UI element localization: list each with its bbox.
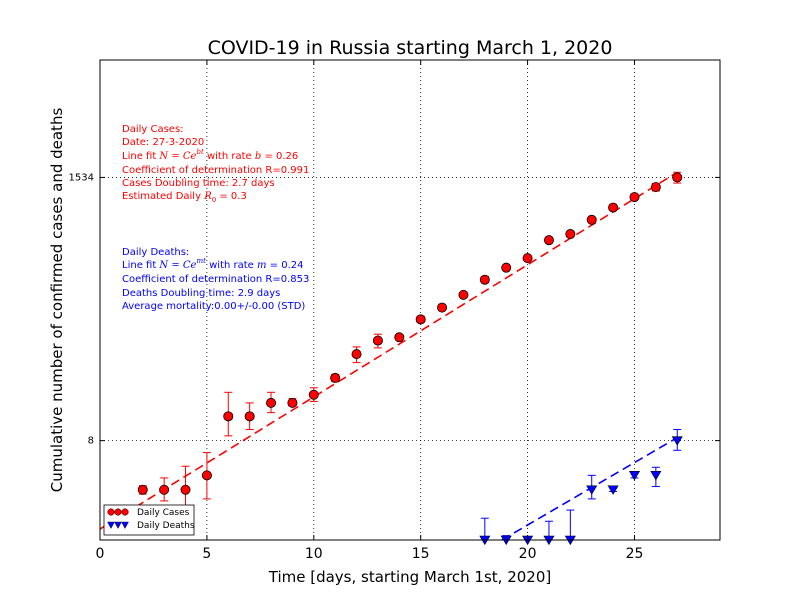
deaths-point [671, 436, 683, 446]
cases-annotation-part: 0 [212, 196, 216, 204]
legend-deaths-marker [114, 521, 122, 529]
cases-point [180, 484, 191, 495]
cases-point [223, 411, 234, 422]
cases-annotation-line: Estimated Daily R0 = 0.3 [122, 191, 247, 204]
x-tick-label: 15 [412, 546, 430, 562]
deaths-annotation-line: Average mortality:0.00+/-0.00 (STD) [122, 301, 305, 312]
chart-title: COVID-19 in Russia starting March 1, 202… [208, 37, 613, 59]
cases-point [287, 397, 298, 408]
legend-deaths-marker [121, 521, 129, 529]
cases-annotation-line: Cases Doubling time: 2.7 days [122, 178, 275, 189]
deaths-annotation-part: mt [196, 257, 206, 265]
y-axis-label: Cumulative number of confirmed cases and… [48, 108, 66, 493]
legend-cases-label: Daily Cases [137, 508, 190, 518]
cases-point [672, 172, 683, 183]
deaths-annotation-line: Line fit N = Cemt with rate m = 0.24 [122, 257, 304, 271]
deaths-annotation-line: Coefficient of determination R=0.853 [122, 274, 309, 285]
deaths-point [650, 471, 662, 481]
cases-point [565, 229, 576, 240]
cases-annotation-line: Daily Cases: [122, 124, 184, 135]
legend-deaths-marker [107, 521, 115, 529]
deaths-error-bar [566, 509, 575, 541]
x-tick-label: 25 [626, 546, 644, 562]
cases-point [458, 289, 469, 300]
cases-point [479, 274, 490, 285]
x-axis-label: Time [days, starting March 1st, 2020] [268, 568, 551, 586]
x-tick-label: 10 [305, 546, 323, 562]
legend-deaths-label: Daily Deaths [137, 521, 195, 531]
cases-point [522, 253, 533, 264]
grid-lines [100, 60, 720, 540]
legend: Daily Cases Daily Deaths [103, 504, 195, 536]
error-bars [138, 171, 682, 541]
legend-cases-marker [114, 508, 122, 516]
cases-annotation-part: b [255, 151, 261, 162]
y-tick-label: 1534 [69, 172, 94, 183]
y-tick-label: 8 [88, 436, 94, 447]
cases-point [437, 302, 448, 313]
deaths-point [607, 485, 619, 495]
x-tick-label: 0 [96, 546, 105, 562]
cases-annotation-line: Coefficient of determination R=0.991 [122, 165, 309, 176]
cases-point [543, 235, 554, 246]
cases-point [351, 349, 362, 360]
axis-ticks: 0 5 10 15 20 25 8 1534 [69, 60, 720, 562]
cases-annotation-part: with rate [204, 151, 255, 162]
cases-annotation-part: N = Ce [158, 151, 196, 162]
deaths-point [586, 485, 598, 495]
cases-point [586, 214, 597, 225]
cases-annotation-part: = 0.3 [216, 191, 247, 202]
cases-point [501, 262, 512, 273]
cases-point [415, 314, 426, 325]
cases-point [372, 335, 383, 346]
deaths-annotation-line: Daily Deaths: [122, 247, 189, 258]
x-tick-label: 20 [519, 546, 537, 562]
deaths-annotation-part: with rate [206, 260, 257, 271]
cases-point [629, 192, 640, 203]
cases-annotation-part: = 0.26 [261, 151, 298, 162]
cases-point [650, 182, 661, 193]
deaths-annotation-part: N = Ce [158, 260, 196, 271]
cases-point [159, 484, 170, 495]
cases-annotation-part: bt [196, 148, 203, 156]
x-tick-label: 5 [202, 546, 211, 562]
cases-annotation-line: Line fit N = Cebt with rate b = 0.26 [122, 148, 298, 162]
cases-annotation-part: Line fit [122, 151, 159, 162]
deaths-annotation-line: Deaths Doubling time: 2.9 days [122, 288, 280, 299]
cases-annotation-part: R [203, 191, 212, 202]
cases-point [608, 202, 619, 213]
cases-point [266, 397, 277, 408]
data-points [137, 172, 683, 546]
deaths-annotation-part: Line fit [122, 260, 159, 271]
cases-point [137, 484, 148, 495]
deaths-annotation-part: = 0.24 [267, 260, 304, 271]
cases-annotation-part: Estimated Daily [122, 191, 204, 202]
cases-point [244, 411, 255, 422]
cases-point [308, 389, 319, 400]
legend-cases-marker [107, 508, 115, 516]
cases-point [201, 470, 212, 481]
cases-point [330, 372, 341, 383]
legend-cases-marker [121, 508, 129, 516]
plot-frame [99, 59, 721, 541]
cases-fit-line [99, 171, 678, 530]
fit-lines [99, 171, 678, 541]
deaths-annotation-part: m [257, 260, 266, 271]
cases-annotation-line: Date: 27-3-2020 [122, 137, 204, 148]
deaths-point [628, 471, 641, 481]
cases-point [394, 332, 405, 343]
